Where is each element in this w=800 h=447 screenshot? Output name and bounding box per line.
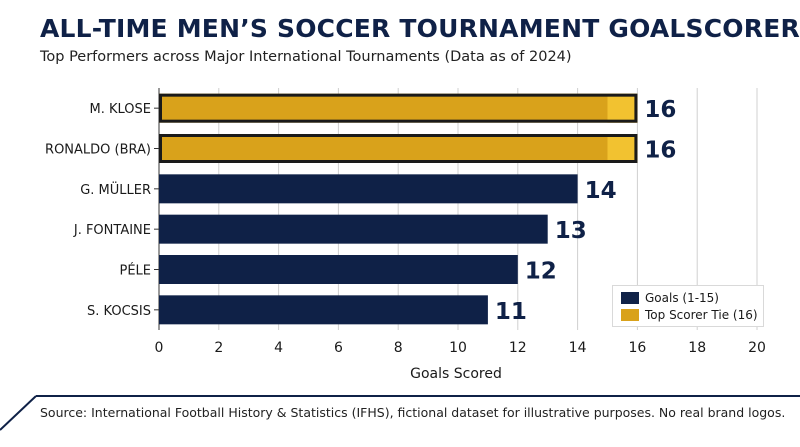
x-tick-label-10: 20 (748, 340, 766, 356)
category-label-2: G. MÜLLER (80, 181, 151, 198)
value-label-5: 11 (495, 299, 527, 325)
x-tick-label-2: 4 (274, 340, 283, 356)
category-label-3: J. FONTAINE (73, 223, 151, 238)
bar-chart: M. KLOSE 16 RONALDO (BRA) 16 G. MÜLLER 14 J. F… (45, 88, 766, 382)
value-label-2: 14 (585, 178, 617, 204)
x-tick-label-0: 0 (155, 340, 164, 356)
bar-highlight-segment-0 (607, 93, 638, 123)
category-label-5: S. KOCSIS (87, 304, 151, 319)
x-tick-label-4: 8 (394, 340, 403, 356)
value-label-0: 16 (644, 97, 676, 123)
footer-accent-line (0, 395, 37, 431)
x-tick-label-9: 18 (688, 340, 706, 356)
bar-outline-1 (159, 134, 638, 163)
x-tick-label-3: 6 (334, 340, 343, 356)
x-tick-label-7: 14 (569, 340, 587, 356)
category-label-1: RONALDO (BRA) (45, 143, 151, 158)
chart-subtitle: Top Performers across Major Internationa… (40, 49, 572, 65)
legend: Goals (1-15) Top Scorer Tie (16) (612, 285, 764, 327)
source-note: Source: International Football History &… (40, 405, 786, 420)
footer-divider (36, 395, 800, 397)
chart-title: ALL-TIME MEN’S SOCCER TOURNAMENT GOALSCO… (40, 14, 800, 43)
value-label-4: 12 (525, 259, 557, 285)
value-label-1: 16 (644, 138, 676, 164)
x-tick-label-5: 10 (449, 340, 467, 356)
legend-swatch-goals (621, 292, 639, 304)
bar-outline-0 (159, 93, 638, 123)
legend-swatch-top-scorer (621, 309, 639, 321)
category-label-4: PÉLE (119, 263, 151, 279)
legend-item-goals: Goals (1-15) (621, 291, 719, 305)
bar-4 (159, 255, 518, 284)
bar-0 (159, 93, 638, 123)
category-label-0: M. KLOSE (90, 102, 151, 117)
legend-item-top-scorer: Top Scorer Tie (16) (621, 308, 758, 322)
legend-label-top-scorer: Top Scorer Tie (16) (645, 308, 758, 322)
legend-label-goals: Goals (1-15) (645, 291, 719, 305)
x-tick-label-6: 12 (509, 340, 527, 356)
bar-3 (159, 214, 548, 244)
x-tick-label-8: 16 (628, 340, 646, 356)
x-tick-label-1: 2 (214, 340, 223, 356)
bar-1 (159, 134, 638, 163)
x-axis-label: Goals Scored (410, 366, 502, 382)
bar-2 (159, 174, 578, 204)
value-label-3: 13 (555, 218, 587, 244)
bar-5 (159, 295, 488, 325)
bar-highlight-segment-1 (607, 134, 638, 163)
